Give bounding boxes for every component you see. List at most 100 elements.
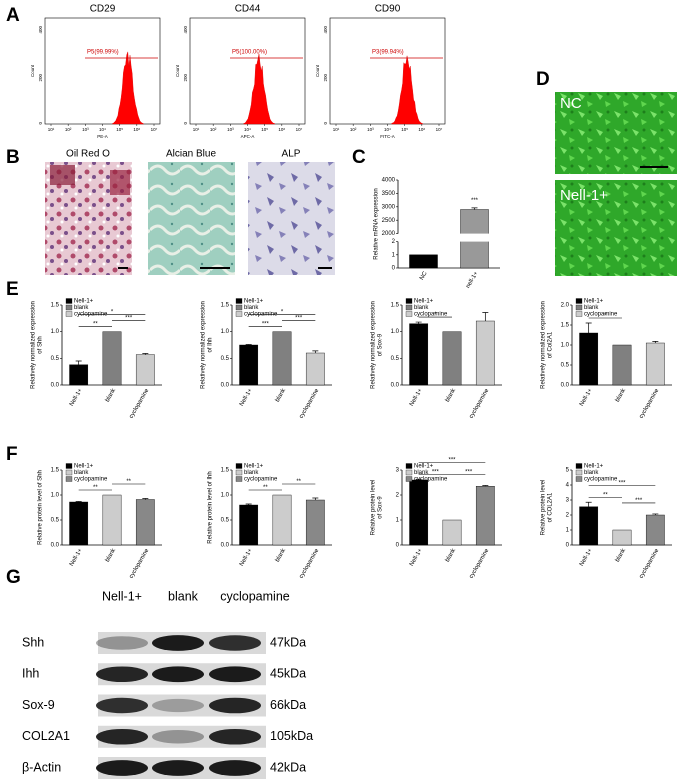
flow-title: CD29 [90, 4, 116, 15]
sig-label: ** [93, 485, 98, 491]
legend-label: blank [584, 470, 599, 476]
x-tick-label: 10⁶ [278, 127, 285, 132]
lane-label: cyclopamine [220, 589, 290, 603]
y-tick-label: 2 [566, 513, 570, 519]
error-bar [652, 341, 659, 343]
x-tick-label: 10⁵ [261, 127, 268, 132]
x-tick-label: 10² [65, 127, 72, 132]
y-tick-label: 0 [566, 543, 570, 549]
error-bar [482, 312, 489, 321]
y-tick-label: 1.5 [221, 468, 230, 474]
y-tick-label: 200 [38, 74, 43, 82]
legend-swatch [405, 298, 413, 304]
bar [475, 320, 495, 386]
y-tick-label: 400 [38, 26, 43, 34]
y-tick-label: 4 [566, 483, 570, 489]
sig-label: *** [635, 498, 643, 504]
x-tick-label: Nell-1+ [579, 547, 594, 567]
error-bar [415, 478, 422, 480]
y-axis-label: Relatively normalized expression [201, 301, 207, 389]
y-tick-label: 1.5 [51, 303, 60, 309]
y-tick-label: 400 [183, 26, 188, 34]
panel-letter: F [6, 444, 18, 465]
y-tick-label: 2.0 [561, 303, 570, 309]
stain-blob [50, 165, 75, 185]
error-bar [75, 501, 82, 502]
sig-label: * [281, 310, 284, 316]
legend-swatch [235, 476, 243, 482]
histogram-peak [243, 53, 276, 125]
histogram-peak [112, 51, 145, 125]
flow-frame [329, 17, 446, 125]
blot-band [209, 728, 261, 745]
flow-xlabel: PE-A [97, 134, 108, 139]
blot-band [96, 697, 148, 714]
legend-swatch [405, 311, 413, 317]
y-tick-label: 4000 [382, 178, 396, 184]
x-tick-label: 10⁴ [244, 127, 251, 132]
size-label: 105kDa [270, 729, 313, 743]
y-tick-label: 200 [323, 74, 328, 82]
y-tick-label: 0.0 [51, 543, 60, 549]
legend-label: blank [244, 305, 259, 311]
bar [645, 342, 665, 386]
legend-label: blank [74, 470, 89, 476]
bar [612, 344, 632, 386]
x-tick-label: 10⁵ [116, 127, 123, 132]
legend-swatch [65, 304, 73, 311]
y-axis-label: Relatively normalized expression [31, 301, 37, 389]
bar [135, 499, 155, 546]
blot-band [209, 666, 261, 683]
bar [102, 494, 122, 546]
nell-image [555, 180, 677, 276]
legend-label: cyclopamine [414, 477, 448, 483]
y-tick-label: 0 [392, 266, 396, 272]
y-axis-label: Relative protein level [541, 480, 547, 536]
y-tick-label: 3000 [382, 204, 396, 210]
blot-band [209, 697, 261, 714]
blot-band [209, 760, 261, 776]
legend-label: blank [74, 305, 89, 311]
x-tick-label: 10² [210, 127, 217, 132]
stain-title: ALP [282, 149, 301, 160]
legend-label: Nell-1+ [244, 464, 264, 470]
error-bar [245, 503, 252, 505]
y-tick-label: 0 [323, 122, 328, 125]
bar [442, 519, 462, 546]
legend-swatch [65, 469, 73, 476]
x-tick-label: blank [615, 387, 628, 403]
x-tick-label: nell-1+ [465, 270, 480, 289]
y-tick-label: 1.0 [221, 329, 230, 335]
legend-swatch [405, 469, 413, 476]
y-tick-label: 1 [566, 528, 570, 534]
y-tick-label: 0.5 [391, 356, 400, 362]
panel-letter: C [352, 147, 366, 168]
error-bar [312, 350, 319, 353]
flow-ylabel: Count [315, 64, 320, 77]
x-tick-label: cyclopamine [469, 547, 491, 579]
y-axis-label: of Ihh [208, 337, 214, 352]
blot-band [209, 635, 261, 651]
x-tick-label: cyclopamine [639, 547, 661, 579]
bar [579, 506, 599, 546]
bar [102, 331, 122, 386]
y-tick-label: 0 [396, 543, 400, 549]
y-tick-label: 3 [566, 498, 570, 504]
alp-image [248, 162, 335, 275]
legend-swatch [575, 311, 583, 317]
error-bar [482, 485, 489, 487]
flow-frame [189, 17, 306, 125]
x-tick-label: 10³ [82, 127, 89, 132]
x-tick-label: 10¹ [333, 127, 340, 132]
sig-label: ** [603, 492, 608, 498]
legend-swatch [235, 298, 243, 304]
legend-swatch [405, 476, 413, 482]
legend-label: Nell-1+ [244, 299, 264, 305]
x-tick-label: 10⁴ [99, 127, 106, 132]
y-tick-label: 0.0 [391, 383, 400, 389]
panel-letter: A [6, 5, 20, 26]
y-tick-label: 0.5 [221, 356, 230, 362]
sig-label: * [604, 313, 607, 319]
flow-ylabel: Count [30, 64, 35, 77]
sig-label: *** [432, 469, 440, 475]
